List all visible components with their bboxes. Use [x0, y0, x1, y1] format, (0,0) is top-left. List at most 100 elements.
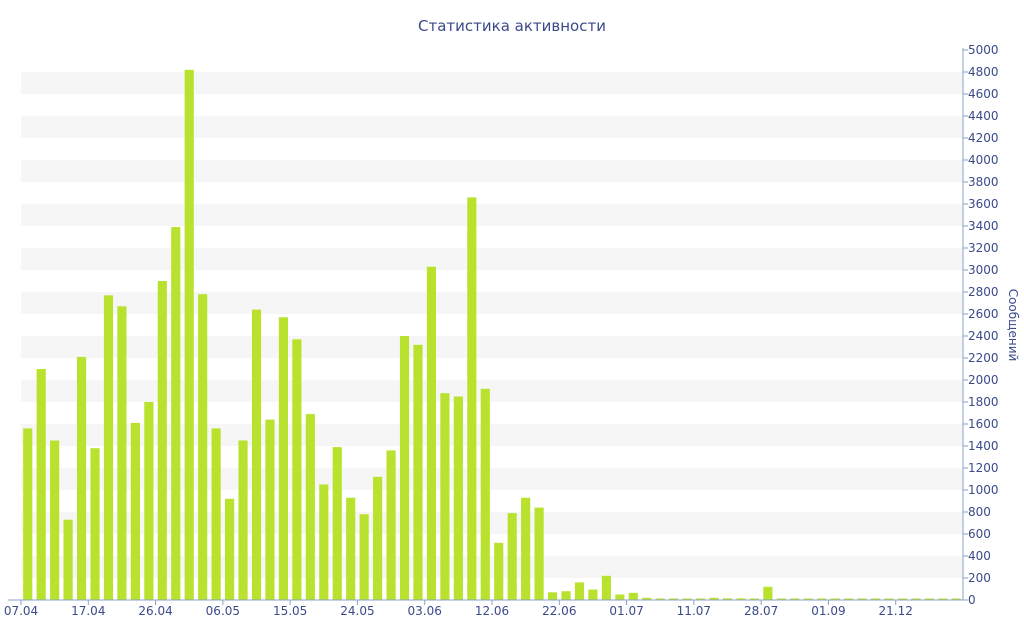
- bar: [103, 295, 114, 600]
- bar: [292, 339, 302, 600]
- bar: [790, 598, 800, 600]
- bar: [36, 369, 46, 600]
- y-axis-label: Сообщений: [1006, 289, 1020, 362]
- bar: [938, 598, 948, 600]
- y-tick-label: 3000: [968, 263, 999, 277]
- bar: [722, 598, 733, 600]
- bar: [23, 428, 33, 600]
- bar: [924, 598, 934, 600]
- y-tick-label: 2800: [968, 285, 999, 299]
- bar: [117, 306, 127, 600]
- bar: [521, 497, 531, 600]
- y-axis-ticks: 0 200 400 600 800 1000 1200 1400 1600 1800 2000 220…: [963, 43, 999, 607]
- y-tick-label: 1800: [968, 395, 999, 409]
- y-tick-label: 2600: [968, 307, 999, 321]
- y-tick-label: 400: [968, 549, 991, 563]
- bar: [386, 450, 396, 600]
- grid-band: [21, 204, 963, 226]
- bar: [144, 402, 154, 600]
- bar: [494, 542, 504, 600]
- y-tick-label: 0: [968, 593, 976, 607]
- x-tick-label: 01.09: [811, 604, 845, 618]
- bar: [211, 428, 221, 600]
- bar: [76, 356, 87, 600]
- x-tick-label: 15.05: [273, 604, 307, 618]
- y-tick-label: 4400: [968, 109, 999, 123]
- bar: [655, 598, 665, 600]
- y-tick-label: 2000: [968, 373, 999, 387]
- grid-band: [21, 72, 963, 94]
- bar: [844, 598, 854, 600]
- y-tick-label: 2200: [968, 351, 999, 365]
- bar: [749, 598, 759, 600]
- bar: [453, 396, 463, 600]
- bar: [601, 575, 611, 600]
- x-tick-label: 01.07: [609, 604, 643, 618]
- y-tick-label: 1200: [968, 461, 999, 475]
- bar: [63, 519, 73, 600]
- bar: [184, 69, 194, 601]
- bar: [803, 598, 813, 600]
- bar: [628, 592, 638, 600]
- bar: [857, 598, 867, 600]
- bar: [682, 598, 692, 600]
- bar: [359, 514, 369, 600]
- bar: [50, 440, 60, 600]
- y-tick-label: 3200: [968, 241, 999, 255]
- bar: [319, 484, 329, 600]
- bar: [736, 598, 746, 600]
- bar: [157, 281, 167, 600]
- bar: [332, 447, 342, 600]
- grid-band: [21, 116, 963, 138]
- y-tick-label: 5000: [968, 43, 999, 57]
- bar: [911, 598, 921, 600]
- y-tick-label: 1400: [968, 439, 999, 453]
- bar: [696, 598, 706, 600]
- bar: [467, 197, 477, 600]
- bar: [373, 476, 383, 600]
- bar: [642, 597, 652, 600]
- bar: [130, 422, 140, 600]
- bar: [561, 591, 571, 600]
- bar: [951, 598, 961, 600]
- bar: [265, 419, 275, 600]
- bar: [830, 598, 840, 600]
- y-tick-label: 600: [968, 527, 991, 541]
- bar: [615, 594, 625, 600]
- bar: [870, 598, 881, 600]
- bar: [709, 597, 719, 600]
- x-tick-label: 03.06: [408, 604, 442, 618]
- x-tick-label: 06.05: [206, 604, 240, 618]
- bars: [23, 69, 961, 601]
- bar: [413, 344, 423, 600]
- bar: [278, 317, 288, 600]
- bar: [399, 336, 410, 600]
- y-tick-label: 2400: [968, 329, 999, 343]
- bar: [669, 598, 679, 600]
- y-tick-label: 1600: [968, 417, 999, 431]
- x-tick-label: 24.05: [340, 604, 374, 618]
- bar: [90, 448, 100, 600]
- grid-band: [21, 292, 963, 314]
- x-tick-label: 17.04: [71, 604, 105, 618]
- x-tick-label: 26.04: [138, 604, 172, 618]
- bar: [225, 498, 235, 600]
- x-tick-label: 28.07: [744, 604, 778, 618]
- grid-band: [21, 248, 963, 270]
- bar: [763, 586, 773, 600]
- x-tick-label: 07.04: [4, 604, 38, 618]
- bar: [480, 388, 490, 600]
- bar: [897, 598, 908, 600]
- y-tick-label: 4600: [968, 87, 999, 101]
- bar: [588, 589, 598, 600]
- x-tick-label: 12.06: [475, 604, 509, 618]
- bar: [884, 598, 894, 600]
- bar: [305, 414, 315, 600]
- x-axis-ticks: 07.04 17.04 26.04 06.05 15.05 24.05 03.06 12.06…: [4, 600, 913, 618]
- bar: [547, 592, 558, 600]
- chart-title: Статистика активности: [418, 17, 606, 35]
- y-tick-label: 3600: [968, 197, 999, 211]
- bar: [507, 513, 517, 600]
- y-tick-label: 3800: [968, 175, 999, 189]
